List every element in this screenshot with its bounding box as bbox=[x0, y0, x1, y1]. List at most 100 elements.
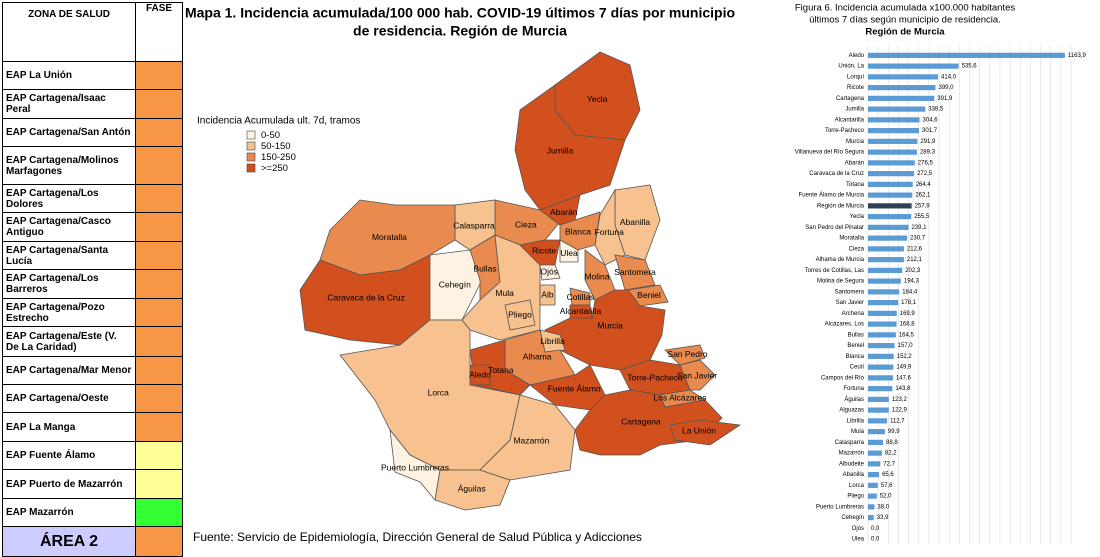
bar bbox=[868, 267, 903, 273]
value-label: 123,2 bbox=[892, 397, 908, 403]
municipality-label: Blanca bbox=[565, 226, 591, 236]
bar bbox=[868, 278, 901, 284]
category-label: Murcia bbox=[846, 139, 865, 145]
category-label: Torre-Pacheco bbox=[825, 128, 865, 134]
bar bbox=[868, 63, 959, 69]
value-label: 82,2 bbox=[885, 451, 897, 457]
phase-cell bbox=[135, 469, 183, 499]
table-row: EAP Cartagena/Mar Menor bbox=[2, 356, 183, 385]
value-label: 1163,9 bbox=[1068, 53, 1087, 59]
zone-name: EAP Cartagena/Molinos Marfagones bbox=[2, 146, 136, 185]
category-label: Albudeite bbox=[839, 461, 865, 467]
category-label: Unión, La bbox=[838, 64, 864, 70]
bar bbox=[868, 160, 915, 166]
bar bbox=[868, 257, 904, 263]
category-label: Aledo bbox=[849, 53, 865, 59]
category-label: Alcantarilla bbox=[835, 117, 865, 123]
zone-table: ZONA DE SALUD FASE EAP La Unión EAP Carta… bbox=[2, 2, 183, 557]
value-label: 535,6 bbox=[962, 64, 978, 70]
bar bbox=[868, 386, 893, 392]
value-label: 152,2 bbox=[897, 354, 913, 360]
phase-cell bbox=[135, 212, 183, 242]
table-row: EAP Cartagena/San Antón bbox=[2, 118, 183, 147]
zone-name: EAP Fuente Álamo bbox=[2, 441, 136, 470]
header-cell: ZONA DE SALUD bbox=[2, 2, 136, 62]
municipality-label: Ojós bbox=[541, 266, 558, 276]
table-body: EAP La Unión EAP Cartagena/Isaac Peral EAP… bbox=[2, 61, 183, 557]
zone-name: EAP Puerto de Mazarrón bbox=[2, 469, 136, 499]
category-label: Lorca bbox=[849, 483, 865, 489]
municipality-label: Ricote bbox=[532, 245, 556, 255]
table-row: EAP Cartagena/Santa Lucía bbox=[2, 241, 183, 270]
value-label: 272,5 bbox=[917, 171, 933, 177]
category-label: Cartagena bbox=[836, 96, 865, 102]
zone-name: EAP Cartagena/Oeste bbox=[2, 384, 136, 413]
value-label: 202,3 bbox=[905, 268, 921, 274]
municipality-label: Molina bbox=[584, 271, 609, 281]
value-label: 112,7 bbox=[890, 418, 905, 424]
value-label: 122,9 bbox=[892, 408, 908, 414]
municipality-label: Alcantarilla bbox=[560, 306, 602, 316]
value-label: 169,9 bbox=[900, 311, 916, 317]
value-label: 212,1 bbox=[907, 257, 923, 263]
municipality-label: Los Alcázares bbox=[654, 392, 707, 402]
bar bbox=[868, 74, 939, 80]
legend-swatch bbox=[246, 163, 256, 173]
category-label: Región de Murcia bbox=[817, 203, 865, 209]
bar bbox=[868, 300, 899, 306]
municipality bbox=[479, 394, 576, 481]
category-label: Ojós bbox=[852, 526, 864, 532]
value-label: 255,5 bbox=[914, 214, 930, 220]
category-label: Torres de Cotillas, Las bbox=[805, 268, 864, 274]
category-label: San Javier bbox=[836, 300, 864, 306]
category-label: Abanilla bbox=[843, 472, 865, 478]
value-label: 57,6 bbox=[881, 483, 893, 489]
municipality-label: Moratalla bbox=[372, 232, 407, 242]
bar bbox=[868, 332, 896, 338]
chart-title: últimos 7 días según municipio de reside… bbox=[809, 15, 1001, 26]
table-row: EAP Cartagena/Pozo Estrecho bbox=[2, 298, 183, 327]
map-title: Mapa 1. Incidencia acumulada/100 000 hab… bbox=[185, 5, 735, 21]
category-label: Puerto Lumbreras bbox=[816, 504, 864, 510]
bar bbox=[868, 85, 936, 91]
municipality-label: Cieza bbox=[515, 220, 537, 230]
phase-cell bbox=[135, 61, 183, 90]
zone-name: EAP Cartagena/Los Dolores bbox=[2, 184, 136, 213]
phase-cell bbox=[135, 241, 183, 270]
value-label: 164,5 bbox=[899, 332, 915, 338]
value-label: 184,4 bbox=[902, 289, 918, 295]
bar bbox=[868, 117, 920, 123]
municipality-label: Bullas bbox=[473, 264, 496, 274]
category-label: Fortuna bbox=[843, 386, 864, 392]
map-panel: Mapa 1. Incidencia acumulada/100 000 hab… bbox=[185, 5, 742, 544]
value-label: 38,0 bbox=[877, 504, 889, 510]
legend-label: 0-50 bbox=[261, 130, 280, 141]
value-label: 178,1 bbox=[901, 300, 917, 306]
bar bbox=[868, 515, 874, 521]
bar bbox=[868, 138, 918, 144]
municipality-label: Yecla bbox=[587, 94, 608, 104]
bar bbox=[868, 128, 920, 134]
municipality bbox=[664, 344, 706, 366]
table-row: EAP Cartagena/Casco Antiguo bbox=[2, 212, 183, 242]
municipality-label: Fortuna bbox=[595, 227, 625, 237]
municipality-label: Santomera bbox=[614, 267, 656, 277]
category-label: Alhama de Murcia bbox=[816, 257, 865, 263]
municipality bbox=[429, 249, 483, 321]
category-label: Abarán bbox=[845, 160, 864, 166]
bar-chart: Figura 6. Incidencia acumulada x100.000 … bbox=[795, 3, 1087, 545]
legend-swatch bbox=[246, 141, 256, 151]
bar bbox=[868, 106, 926, 112]
value-label: 399,0 bbox=[938, 85, 954, 91]
zone-name: EAP Cartagena/Casco Antiguo bbox=[2, 212, 136, 242]
value-label: 194,3 bbox=[904, 279, 920, 285]
category-label: Yecla bbox=[850, 214, 865, 220]
table-row: EAP Cartagena/Los Dolores bbox=[2, 184, 183, 213]
area-name: ÁREA 2 bbox=[2, 526, 136, 557]
value-label: 264,4 bbox=[916, 182, 932, 188]
table-row: EAP Cartagena/Los Barreros bbox=[2, 269, 183, 299]
value-label: 338,5 bbox=[928, 107, 944, 113]
category-label: Archena bbox=[842, 311, 865, 317]
bar bbox=[868, 504, 875, 510]
bar bbox=[868, 439, 884, 445]
